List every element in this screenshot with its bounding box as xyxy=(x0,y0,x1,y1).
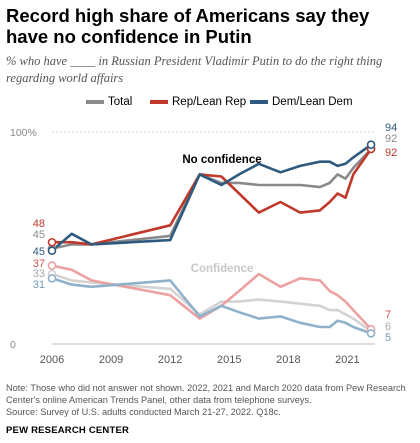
chart-note: Note: Those who did not answer not shown… xyxy=(6,382,418,418)
x-tick-label: 2006 xyxy=(40,354,64,366)
x-axis-labels: 2006 2009 2012 2015 2018 2021 xyxy=(40,354,360,366)
legend-swatch-rep xyxy=(150,100,168,104)
annotation-no-confidence: No confidence xyxy=(182,154,261,166)
series-end-marker xyxy=(47,237,57,247)
chart-legend: Total Rep/Lean Rep Dem/Lean Dem xyxy=(0,96,420,112)
y-tick-label: 0 xyxy=(10,339,16,351)
x-tick-label: 2009 xyxy=(99,354,123,366)
series-end-marker xyxy=(366,329,376,338)
start-value-label: 45 xyxy=(33,246,45,258)
end-value-label: 94 xyxy=(385,122,397,134)
x-tick-label: 2015 xyxy=(217,354,241,366)
end-value-label: 7 xyxy=(385,309,391,321)
legend-swatch-total xyxy=(86,100,104,104)
series-end-marker xyxy=(47,246,57,256)
series-line-no-confidence-dem-lean-dem xyxy=(50,143,373,252)
note-text: Note: Those who did not answer not shown… xyxy=(6,383,406,405)
end-value-label: 5 xyxy=(385,332,391,344)
x-tick-label: 2012 xyxy=(158,354,182,366)
legend-item-dem: Dem/Lean Dem xyxy=(250,96,353,108)
end-value-label: 92 xyxy=(385,147,397,159)
x-tick-label: 2021 xyxy=(335,354,359,366)
end-value-label: 6 xyxy=(385,321,391,333)
start-value-label: 37 xyxy=(33,258,45,270)
start-value-label: 31 xyxy=(33,279,45,291)
series-end-marker xyxy=(366,140,376,150)
series-line-confidence-total xyxy=(50,272,373,333)
series-end-marker xyxy=(47,261,57,270)
start-value-label: 33 xyxy=(33,268,45,280)
start-value-label: 45 xyxy=(33,229,45,241)
credit-text: PEW RESEARCH CENTER xyxy=(6,425,130,436)
legend-label-rep: Rep/Lean Rep xyxy=(172,96,247,108)
x-tick-label: 2018 xyxy=(276,354,300,366)
y-tick-label: 100% xyxy=(10,127,37,139)
gridlines xyxy=(52,131,375,345)
series-line-no-confidence-total xyxy=(50,147,373,250)
legend-item-total: Total xyxy=(86,96,132,108)
series-line-confidence-rep-lean-rep xyxy=(50,264,373,331)
series-line-no-confidence-rep-lean-rep xyxy=(50,147,373,246)
series-end-markers xyxy=(47,140,376,338)
legend-label-dem: Dem/Lean Dem xyxy=(272,96,353,108)
legend-item-rep: Rep/Lean Rep xyxy=(150,96,246,108)
line-chart: 45 92 48 92 45 94 33 6 37 7 31 5 0 100% 2006 2009 2012… xyxy=(10,122,398,366)
y-axis-labels: 0 100% xyxy=(10,127,37,351)
source-text: Source: Survey of U.S. adults conducted … xyxy=(6,407,281,417)
legend-swatch-dem xyxy=(250,100,268,104)
value-labels: 45 92 48 92 45 94 33 6 37 7 31 5 xyxy=(33,122,398,344)
series-end-marker xyxy=(47,273,57,283)
annotation-confidence: Confidence xyxy=(191,263,254,275)
series-lines xyxy=(50,143,373,335)
start-value-label: 48 xyxy=(33,218,45,230)
page-title: Record high share of Americans say they … xyxy=(6,5,370,47)
series-line-confidence-dem-lean-dem xyxy=(50,277,373,335)
legend-label-total: Total xyxy=(108,96,133,108)
end-value-label: 92 xyxy=(385,133,397,145)
chart-subtitle: % who have ____ in Russian President Vla… xyxy=(6,54,383,85)
